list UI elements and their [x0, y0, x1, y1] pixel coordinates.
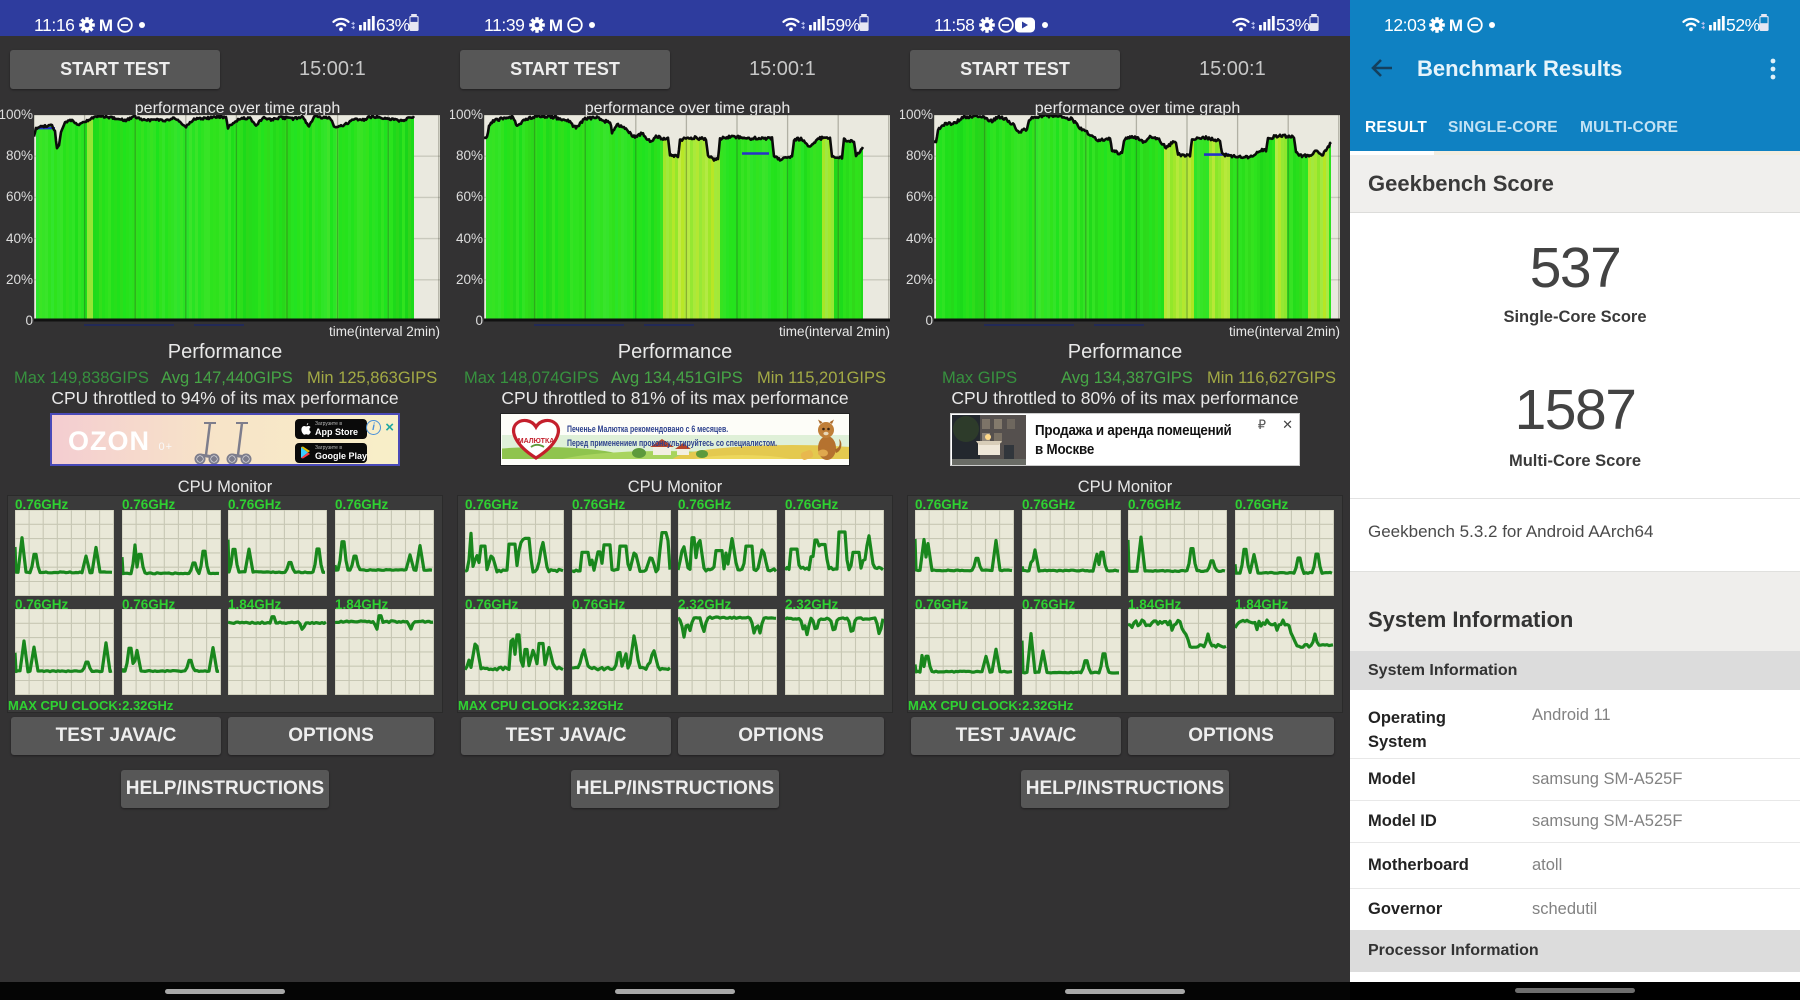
svg-text:МАЛЮТКА: МАЛЮТКА [518, 438, 555, 445]
svg-text:M: M [549, 16, 563, 35]
svg-text:M: M [1449, 16, 1463, 35]
svg-text:M: M [99, 16, 113, 35]
